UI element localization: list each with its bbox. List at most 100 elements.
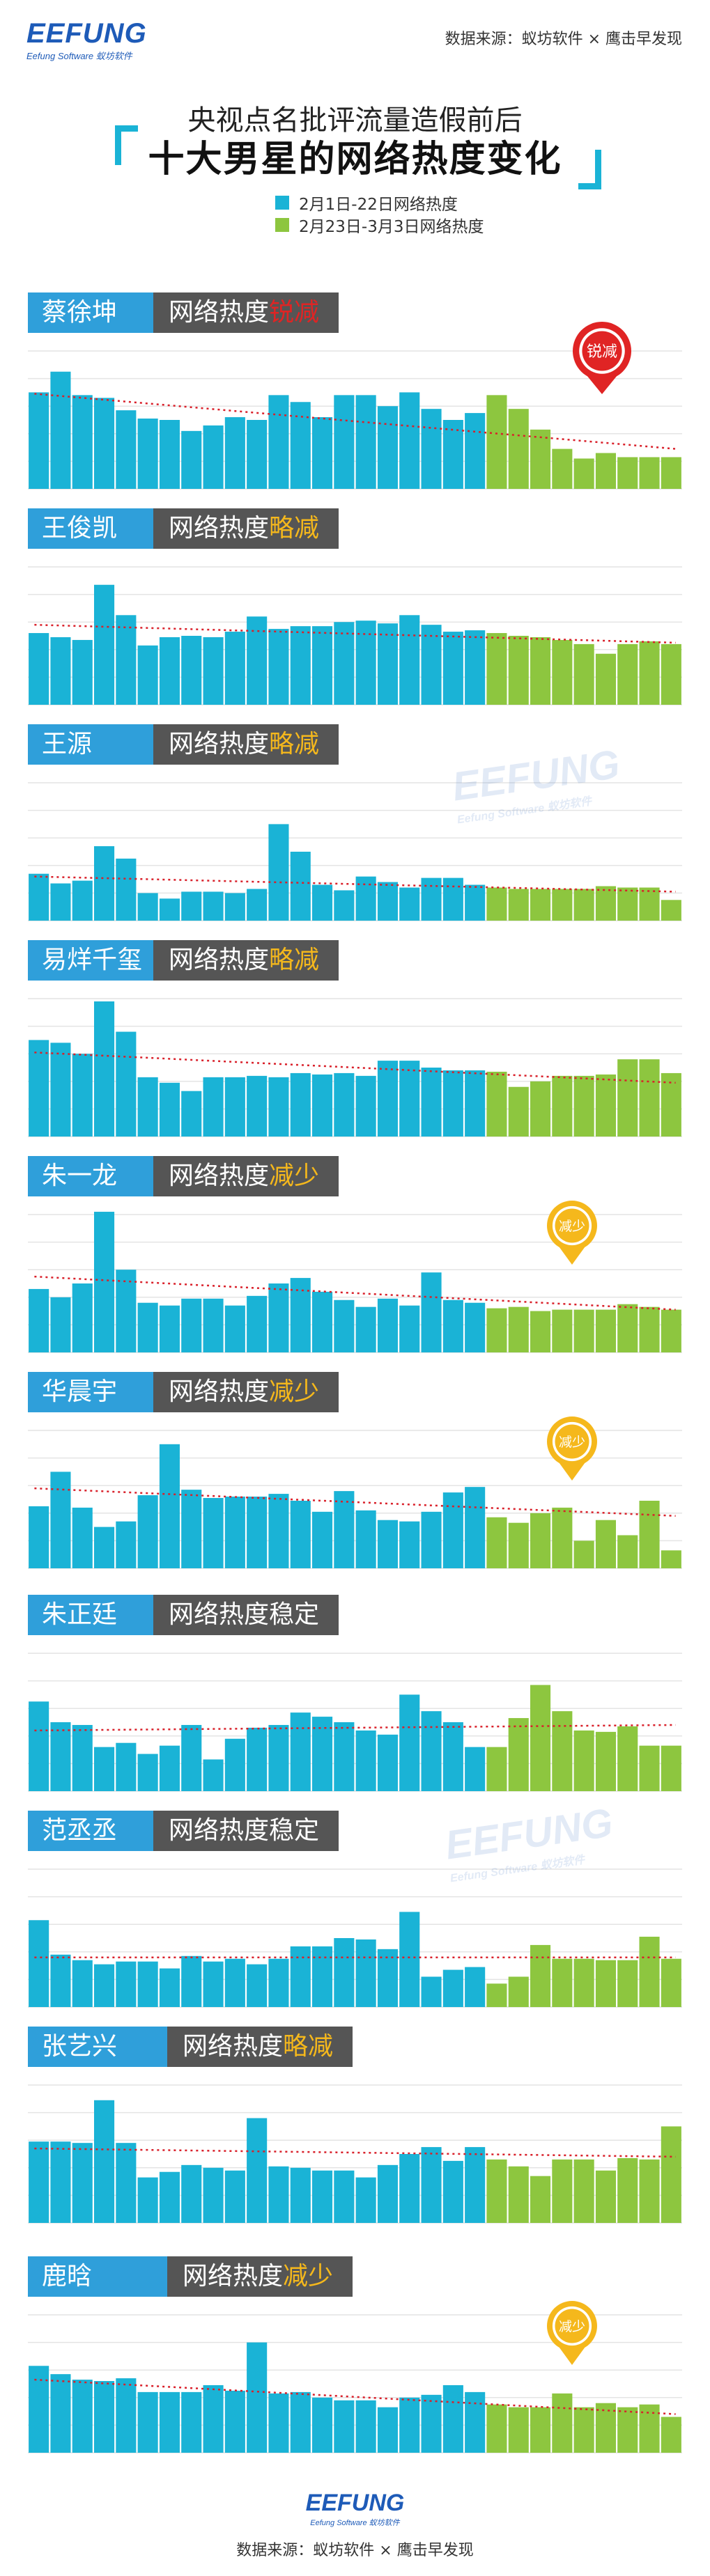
chart-panel: 朱一龙 网络热度减少 减少 (28, 1156, 682, 1365)
bar-before (72, 639, 93, 705)
bar-before (421, 877, 442, 921)
heat-label-status: 略减 (283, 2032, 334, 2061)
bar-before (137, 893, 158, 921)
bar-before (290, 626, 311, 705)
bar-before (334, 1299, 355, 1352)
bar-before (224, 1738, 245, 1791)
bar-before (312, 1717, 333, 1791)
bar-after (486, 395, 507, 489)
bar-before (29, 1506, 49, 1568)
bar-before (159, 1305, 180, 1352)
heat-label-prefix: 网络热度 (169, 1377, 270, 1406)
trend-line (34, 2147, 676, 2158)
bar-before (224, 1305, 245, 1352)
pin-core (555, 1208, 589, 1243)
bar-before (224, 1958, 245, 2007)
bar-before (334, 1938, 355, 2007)
pin-core (555, 2309, 589, 2343)
bar-before (399, 1694, 420, 1791)
bar-before (181, 2164, 202, 2223)
star-name: 王俊凯 (28, 508, 153, 549)
bar-before (203, 425, 224, 489)
bar-after (486, 2159, 507, 2223)
title-bracket-right (578, 150, 601, 189)
bar-after (617, 1960, 638, 2007)
badge-text: 减少 (559, 2319, 585, 2334)
bar-chart (28, 566, 682, 705)
chart-panel: 易烊千玺 网络热度略减 (28, 940, 682, 1149)
pin-tail (585, 374, 619, 394)
trend-line (34, 1275, 676, 1311)
bar-before (50, 1954, 71, 2007)
bar-after (486, 1517, 507, 1568)
bar-before (29, 392, 49, 489)
bar-after (573, 1958, 594, 2007)
heat-label-status: 减少 (283, 2262, 334, 2290)
bar-before (268, 2166, 289, 2223)
star-name: 鹿晗 (28, 2256, 167, 2297)
bar-before (377, 2407, 398, 2453)
bar-before (94, 1001, 115, 1137)
bar-before (334, 1722, 355, 1791)
bar-before (312, 2170, 333, 2223)
bar-after (661, 900, 681, 921)
trend-line (34, 1487, 676, 1517)
heat-label-status: 略减 (269, 730, 320, 758)
bar-after (486, 1071, 507, 1137)
map-pin-icon: 减少 (547, 2301, 597, 2365)
bar-after (530, 429, 551, 489)
bar-after (661, 1550, 681, 1568)
star-name: 易烊千玺 (28, 940, 153, 981)
heat-status-label: 网络热度锐减 (153, 292, 339, 333)
bar-before (247, 1295, 268, 1352)
bar-before (268, 1283, 289, 1352)
bar-after (661, 643, 681, 705)
bar-after (617, 887, 638, 921)
bar-before (159, 637, 180, 705)
bar-before (442, 2160, 463, 2223)
bar-before (203, 2384, 224, 2453)
bar-after (661, 1309, 681, 1352)
bar-before (355, 2177, 376, 2223)
heat-label-prefix: 网络热度 (183, 2032, 284, 2061)
bar-before (94, 1964, 115, 2007)
bar-before (421, 1976, 442, 2007)
bar-before (50, 1297, 71, 1352)
bar-before (399, 392, 420, 489)
bar-before (399, 2154, 420, 2223)
map-pin-icon: 减少 (547, 1416, 597, 1481)
bar-before (50, 2141, 71, 2223)
bar-before (72, 1724, 93, 1791)
heat-label-prefix: 网络热度 (169, 1816, 270, 1845)
bar-before (29, 1920, 49, 2007)
footer: EEFUNG Eefung Software 蚁坊软件 数据来源：蚁坊软件 × … (0, 2490, 710, 2560)
bar-after (573, 2407, 594, 2453)
bar-before (290, 852, 311, 921)
bar-after (530, 2407, 551, 2453)
bar-before (268, 2393, 289, 2453)
chart-panel: 蔡徐坤 网络热度锐减 锐减 (28, 292, 682, 501)
heat-label-status: 略减 (269, 514, 320, 542)
bar-after (573, 458, 594, 489)
bar-after (617, 2407, 638, 2453)
eefung-logo: EEFUNG Eefung Software 蚁坊软件 (26, 19, 147, 62)
footer-logo-sub: Eefung Software 蚁坊软件 (310, 2519, 400, 2527)
bar-before (72, 880, 93, 921)
bar-before (116, 1521, 137, 1568)
bar-after (508, 636, 529, 705)
bar-before (355, 1075, 376, 1137)
bar-after (530, 1513, 551, 1568)
badge-pin: 锐减 (571, 320, 633, 400)
bar-chart (28, 1430, 682, 1569)
bar-after (552, 1309, 573, 1352)
bar-before (399, 1521, 420, 1568)
bar-before (181, 1490, 202, 1568)
bar-before (268, 824, 289, 921)
bar-after (617, 2157, 638, 2223)
bar-before (72, 2143, 93, 2223)
bar-before (377, 882, 398, 921)
pin-core (555, 1424, 589, 1459)
bar-after (661, 2126, 681, 2223)
bar-after (595, 453, 616, 489)
heat-label-status: 减少 (269, 1377, 320, 1406)
